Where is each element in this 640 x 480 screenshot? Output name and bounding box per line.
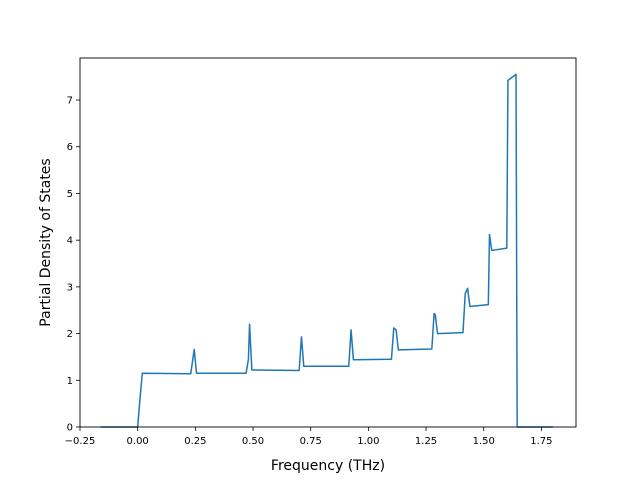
axes-frame — [79, 57, 577, 428]
y-tick-label: 0 — [67, 423, 73, 434]
x-tick-label: 1.50 — [473, 436, 495, 447]
x-tick-label: 1.00 — [357, 436, 379, 447]
y-tick-label: 2 — [67, 329, 73, 340]
plot-area — [100, 73, 553, 428]
x-tick-label: 0.50 — [242, 436, 264, 447]
y-tick-label: 1 — [67, 376, 73, 387]
y-tick-label: 6 — [67, 142, 73, 153]
series-line — [100, 73, 553, 428]
y-tick-label: 4 — [67, 236, 73, 247]
x-tick-label: 1.25 — [415, 436, 437, 447]
x-tick-label: 0.00 — [127, 436, 149, 447]
x-axis-ticks: −0.25 0.00 0.25 0.50 0.75 1.00 1.25 1.50 1.75 — [65, 427, 553, 447]
x-axis-label: Frequency (THz) — [271, 458, 385, 474]
y-tick-label: 3 — [67, 282, 73, 293]
y-tick-label: 7 — [67, 96, 73, 107]
x-tick-label: 0.75 — [300, 436, 322, 447]
y-axis-ticks: 0 1 2 3 4 5 6 7 — [67, 96, 80, 434]
x-tick-label: −0.25 — [65, 436, 96, 447]
y-axis-label: Partial Density of States — [38, 158, 54, 326]
y-tick-label: 5 — [67, 189, 73, 200]
x-tick-label: 1.75 — [530, 436, 552, 447]
x-tick-label: 0.25 — [184, 436, 206, 447]
